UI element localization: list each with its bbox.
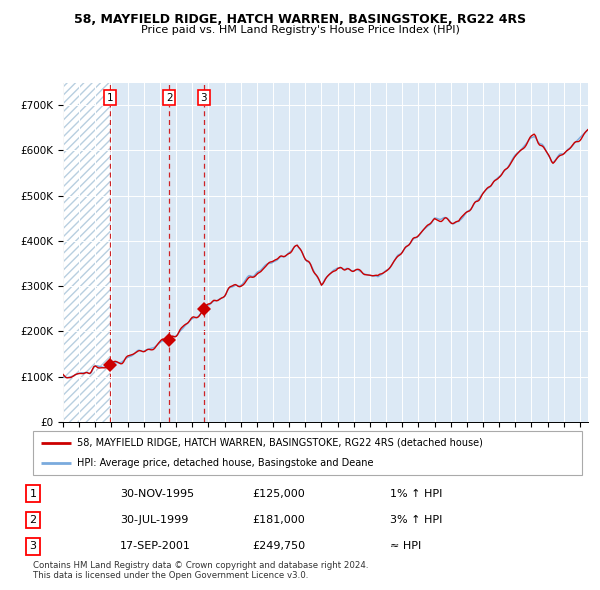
Text: £181,000: £181,000 bbox=[252, 515, 305, 525]
Text: 1% ↑ HPI: 1% ↑ HPI bbox=[390, 489, 442, 499]
Text: 1: 1 bbox=[29, 489, 37, 499]
Text: £125,000: £125,000 bbox=[252, 489, 305, 499]
Text: 2: 2 bbox=[166, 93, 173, 103]
Text: HPI: Average price, detached house, Basingstoke and Deane: HPI: Average price, detached house, Basi… bbox=[77, 458, 373, 468]
Text: 3: 3 bbox=[200, 93, 207, 103]
Text: 58, MAYFIELD RIDGE, HATCH WARREN, BASINGSTOKE, RG22 4RS (detached house): 58, MAYFIELD RIDGE, HATCH WARREN, BASING… bbox=[77, 438, 483, 448]
Text: 30-JUL-1999: 30-JUL-1999 bbox=[120, 515, 188, 525]
Text: 58, MAYFIELD RIDGE, HATCH WARREN, BASINGSTOKE, RG22 4RS: 58, MAYFIELD RIDGE, HATCH WARREN, BASING… bbox=[74, 12, 526, 26]
Text: 3% ↑ HPI: 3% ↑ HPI bbox=[390, 515, 442, 525]
Bar bbox=[63, 83, 110, 422]
Text: 17-SEP-2001: 17-SEP-2001 bbox=[120, 542, 191, 552]
Text: £249,750: £249,750 bbox=[252, 542, 305, 552]
Text: This data is licensed under the Open Government Licence v3.0.: This data is licensed under the Open Gov… bbox=[33, 571, 308, 579]
Text: 3: 3 bbox=[29, 542, 37, 552]
Text: 1: 1 bbox=[107, 93, 113, 103]
Text: Contains HM Land Registry data © Crown copyright and database right 2024.: Contains HM Land Registry data © Crown c… bbox=[33, 560, 368, 569]
Text: 30-NOV-1995: 30-NOV-1995 bbox=[120, 489, 194, 499]
Text: Price paid vs. HM Land Registry's House Price Index (HPI): Price paid vs. HM Land Registry's House … bbox=[140, 25, 460, 35]
Text: ≈ HPI: ≈ HPI bbox=[390, 542, 421, 552]
Text: 2: 2 bbox=[29, 515, 37, 525]
